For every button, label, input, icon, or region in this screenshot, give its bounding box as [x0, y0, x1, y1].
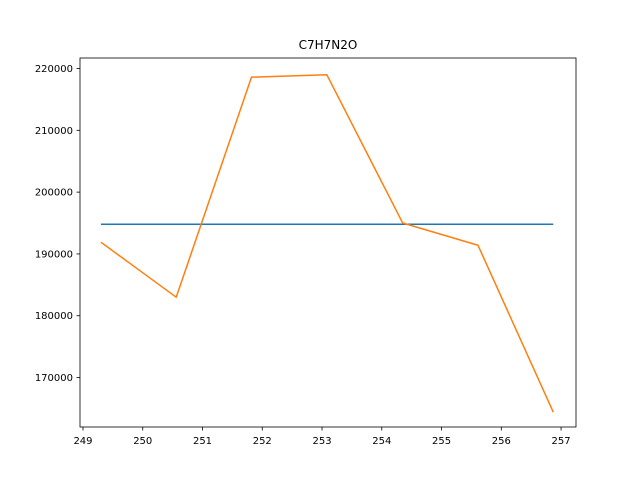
y-tick-label: 220000: [35, 64, 73, 75]
x-tick-label: 257: [552, 436, 571, 447]
x-tick-label: 249: [73, 436, 92, 447]
y-tick-label: 180000: [35, 311, 73, 322]
x-tick-label: 252: [253, 436, 272, 447]
y-tick-label: 210000: [35, 126, 73, 137]
plot-frame: [79, 57, 577, 428]
x-tick-label: 256: [492, 436, 511, 447]
series-line-2: [100, 73, 554, 413]
y-tick-label: 190000: [35, 249, 73, 260]
y-tick-label: 170000: [35, 373, 73, 384]
x-tick-label: 251: [193, 436, 212, 447]
x-tick-label: 253: [312, 436, 331, 447]
x-tick-label: 250: [133, 436, 152, 447]
x-axis: 249 250 251 252 253 254 255 256 257: [73, 427, 571, 447]
y-tick-label: 200000: [35, 188, 73, 199]
y-axis: 170000 180000 190000 200000 210000 220000: [35, 64, 80, 384]
x-tick-label: 255: [432, 436, 451, 447]
series-layer: [100, 73, 554, 413]
x-tick-label: 254: [372, 436, 391, 447]
chart-title: C7H7N2O: [299, 38, 358, 52]
